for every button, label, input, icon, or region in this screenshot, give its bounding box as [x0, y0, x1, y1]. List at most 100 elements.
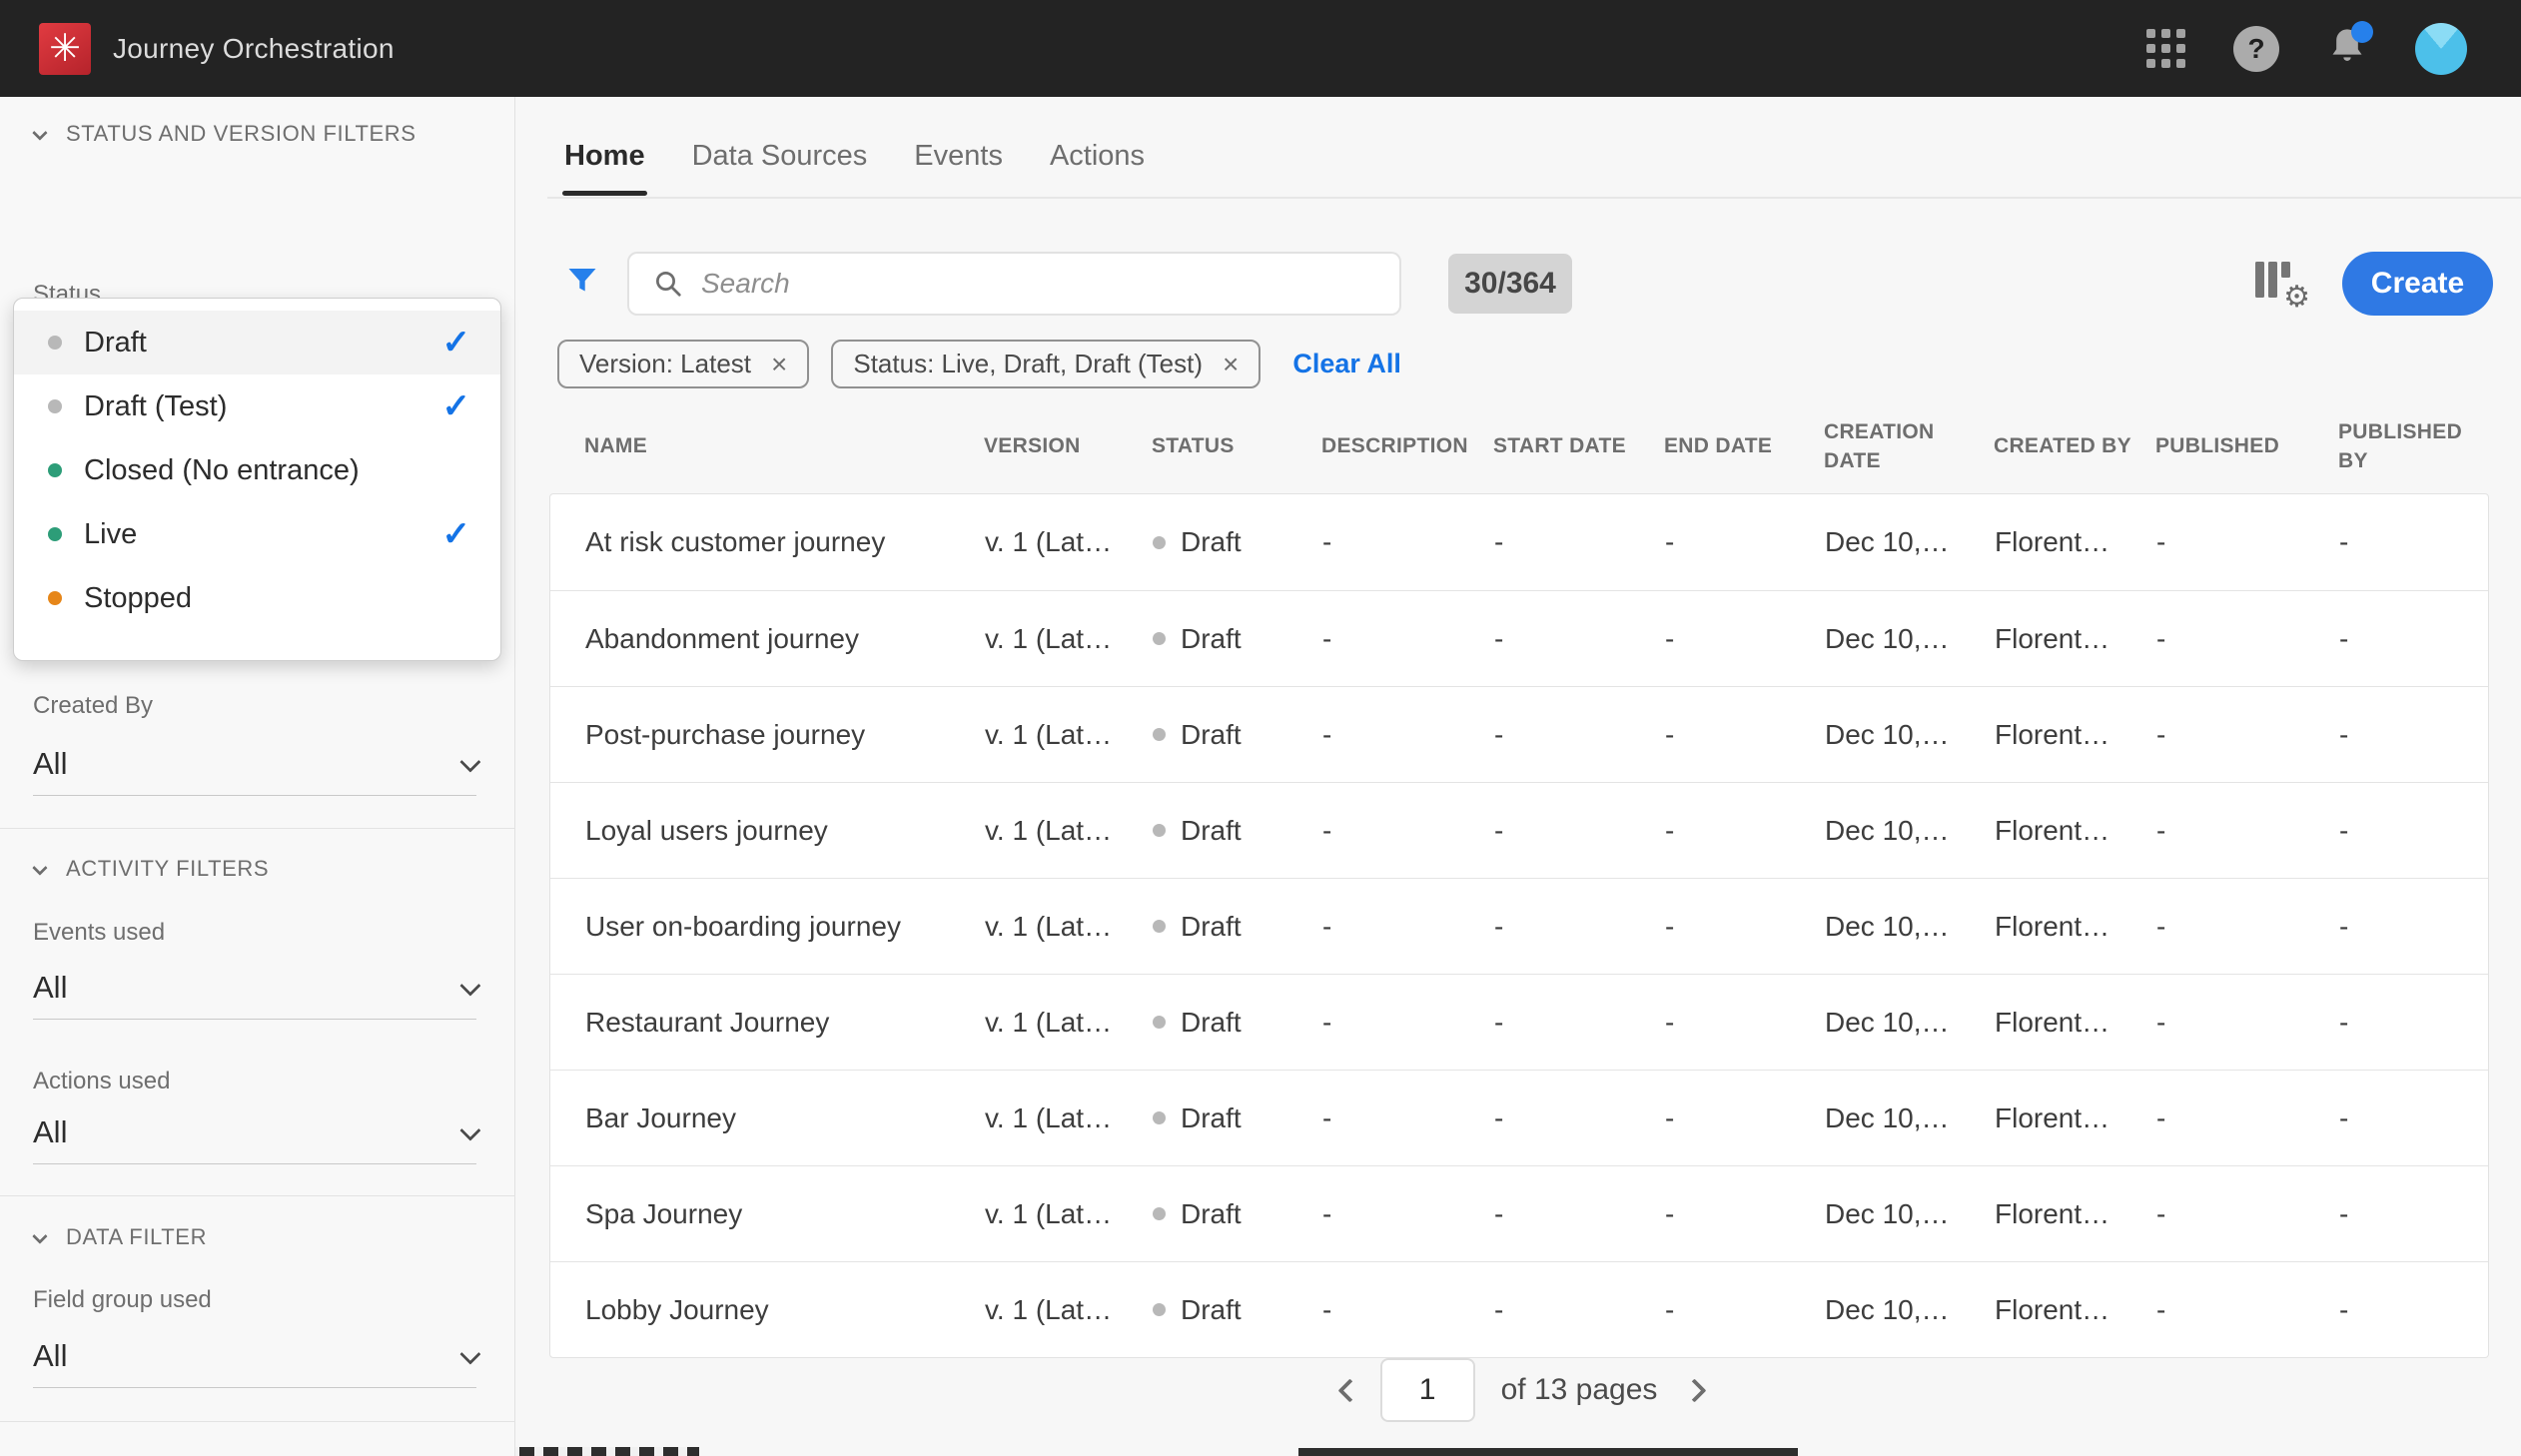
- journey-orchestration-logo-icon[interactable]: ✳: [39, 22, 91, 75]
- create-button[interactable]: Create: [2342, 252, 2493, 316]
- search-input[interactable]: [701, 268, 1379, 300]
- table-row[interactable]: At risk customer journey v. 1 (Lat… Draf…: [550, 494, 2488, 590]
- created-by-select[interactable]: All: [33, 732, 481, 796]
- next-page-icon[interactable]: [1683, 1382, 1699, 1398]
- cell-published-by: -: [2339, 1101, 2349, 1133]
- created-by-value: All: [33, 745, 68, 781]
- chevron-down-icon: [459, 1343, 481, 1365]
- field-group-used-select[interactable]: All: [33, 1324, 481, 1388]
- status-option[interactable]: Draft (Test) ✓: [14, 374, 500, 438]
- search-box: [627, 252, 1401, 316]
- user-avatar[interactable]: [2415, 22, 2467, 75]
- status-dot: [1153, 824, 1166, 837]
- status-option[interactable]: Stopped ✓: [14, 566, 500, 630]
- actions-used-value: All: [33, 1113, 68, 1149]
- cell-description: -: [1322, 526, 1332, 557]
- filters-sidebar: STATUS AND VERSION FILTERS Status Select…: [0, 97, 515, 1456]
- tab[interactable]: Actions: [1050, 139, 1145, 173]
- notifications-bell-icon[interactable]: [2327, 21, 2373, 72]
- tab[interactable]: Data Sources: [692, 139, 868, 173]
- column-header[interactable]: CREATION DATE: [1824, 419, 1935, 472]
- chevron-down-icon: [459, 751, 481, 773]
- cell-description: -: [1322, 718, 1332, 750]
- section-activity-filters[interactable]: ACTIVITY FILTERS: [32, 856, 269, 882]
- filter-funnel-icon[interactable]: [564, 263, 600, 304]
- events-used-select[interactable]: All: [33, 956, 481, 1020]
- cell-version: v. 1 (Lat…: [985, 526, 1113, 557]
- section-data-filter[interactable]: DATA FILTER: [32, 1224, 207, 1250]
- filter-pill[interactable]: Status: Live, Draft, Draft (Test) ×: [831, 340, 1261, 388]
- status-label: Draft: [1181, 718, 1242, 750]
- main-tabs: Home Data Sources Events Actions: [562, 139, 1145, 196]
- app-switcher-icon[interactable]: [2146, 29, 2185, 68]
- tab-label: Home: [564, 140, 645, 172]
- status-dot: [48, 399, 62, 413]
- notification-badge-dot: [2351, 21, 2373, 43]
- column-header[interactable]: VERSION: [984, 434, 1081, 458]
- table-row[interactable]: Spa Journey v. 1 (Lat… Draft - - - Dec 1…: [550, 1165, 2488, 1261]
- cell-published: -: [2156, 526, 2166, 557]
- column-header[interactable]: START DATE: [1493, 434, 1626, 458]
- page-number-input[interactable]: [1379, 1358, 1475, 1422]
- cell-created-by: Florent…: [1995, 1197, 2110, 1229]
- cell-published-by: -: [2339, 718, 2349, 750]
- cell-status: Draft: [1153, 1294, 1322, 1326]
- column-header[interactable]: PUBLISHED: [2155, 434, 2280, 458]
- column-header[interactable]: DESCRIPTION: [1321, 434, 1468, 458]
- cell-published: -: [2156, 814, 2166, 846]
- tab-label: Events: [914, 140, 1003, 172]
- tab[interactable]: Events: [914, 139, 1003, 173]
- cell-status: Draft: [1153, 815, 1322, 847]
- column-header[interactable]: PUBLISHED BY: [2338, 419, 2463, 472]
- search-icon: [656, 272, 681, 297]
- remove-filter-icon[interactable]: ×: [1223, 348, 1240, 379]
- cell-status: Draft: [1153, 1102, 1322, 1134]
- chevron-down-icon: [32, 1227, 48, 1244]
- status-option[interactable]: Closed (No entrance) ✓: [14, 438, 500, 502]
- cell-end-date: -: [1665, 718, 1675, 750]
- cell-status: Draft: [1153, 1007, 1322, 1039]
- tab[interactable]: Home: [562, 139, 647, 196]
- table-row[interactable]: User on-boarding journey v. 1 (Lat… Draf…: [550, 878, 2488, 974]
- section-status-version-filters[interactable]: STATUS AND VERSION FILTERS: [32, 121, 417, 147]
- table-row[interactable]: Restaurant Journey v. 1 (Lat… Draft - - …: [550, 974, 2488, 1070]
- cell-created-by: Florent…: [1995, 622, 2110, 654]
- column-header[interactable]: CREATED BY: [1994, 434, 2131, 458]
- check-icon: ✓: [441, 387, 471, 425]
- column-header[interactable]: END DATE: [1664, 434, 1773, 458]
- divider: [0, 1421, 514, 1422]
- cell-creation-date: Dec 10,…: [1825, 1293, 1950, 1325]
- cell-status: Draft: [1153, 1198, 1322, 1230]
- section-title: STATUS AND VERSION FILTERS: [66, 121, 417, 146]
- filter-pill[interactable]: Version: Latest ×: [557, 340, 810, 388]
- cell-published-by: -: [2339, 1006, 2349, 1038]
- actions-used-select[interactable]: All: [33, 1100, 481, 1164]
- cell-status: Draft: [1153, 911, 1322, 943]
- status-dot: [1153, 535, 1166, 549]
- help-icon[interactable]: ?: [2233, 25, 2279, 72]
- column-header[interactable]: NAME: [584, 434, 648, 458]
- table-row[interactable]: Loyal users journey v. 1 (Lat… Draft - -…: [550, 782, 2488, 878]
- clear-all-button[interactable]: Clear All: [1292, 349, 1401, 378]
- cell-version: v. 1 (Lat…: [985, 1293, 1113, 1325]
- status-label: Draft: [1181, 526, 1242, 557]
- table-row[interactable]: Abandonment journey v. 1 (Lat… Draft - -…: [550, 590, 2488, 686]
- cell-creation-date: Dec 10,…: [1825, 1101, 1950, 1133]
- result-count-badge: 30/364: [1448, 254, 1572, 314]
- cell-created-by: Florent…: [1995, 814, 2110, 846]
- cell-start-date: -: [1494, 910, 1504, 942]
- status-option[interactable]: Draft ✓: [14, 311, 500, 374]
- table-row[interactable]: Lobby Journey v. 1 (Lat… Draft - - - Dec…: [550, 1261, 2488, 1357]
- cell-end-date: -: [1665, 622, 1675, 654]
- table-row[interactable]: Bar Journey v. 1 (Lat… Draft - - - Dec 1…: [550, 1070, 2488, 1165]
- status-dropdown-panel: Draft ✓ Draft (Test) ✓ Closed (No entran…: [13, 298, 501, 661]
- previous-page-icon[interactable]: [1338, 1382, 1354, 1398]
- status-option[interactable]: Live ✓: [14, 502, 500, 566]
- cell-end-date: -: [1665, 814, 1675, 846]
- remove-filter-icon[interactable]: ×: [771, 348, 788, 379]
- column-header[interactable]: STATUS: [1152, 434, 1235, 458]
- status-dot: [1153, 1016, 1166, 1029]
- active-filter-pills: Version: Latest × Status: Live, Draft, D…: [557, 340, 1401, 388]
- table-row[interactable]: Post-purchase journey v. 1 (Lat… Draft -…: [550, 686, 2488, 782]
- column-settings-icon[interactable]: ⚙: [2252, 259, 2310, 313]
